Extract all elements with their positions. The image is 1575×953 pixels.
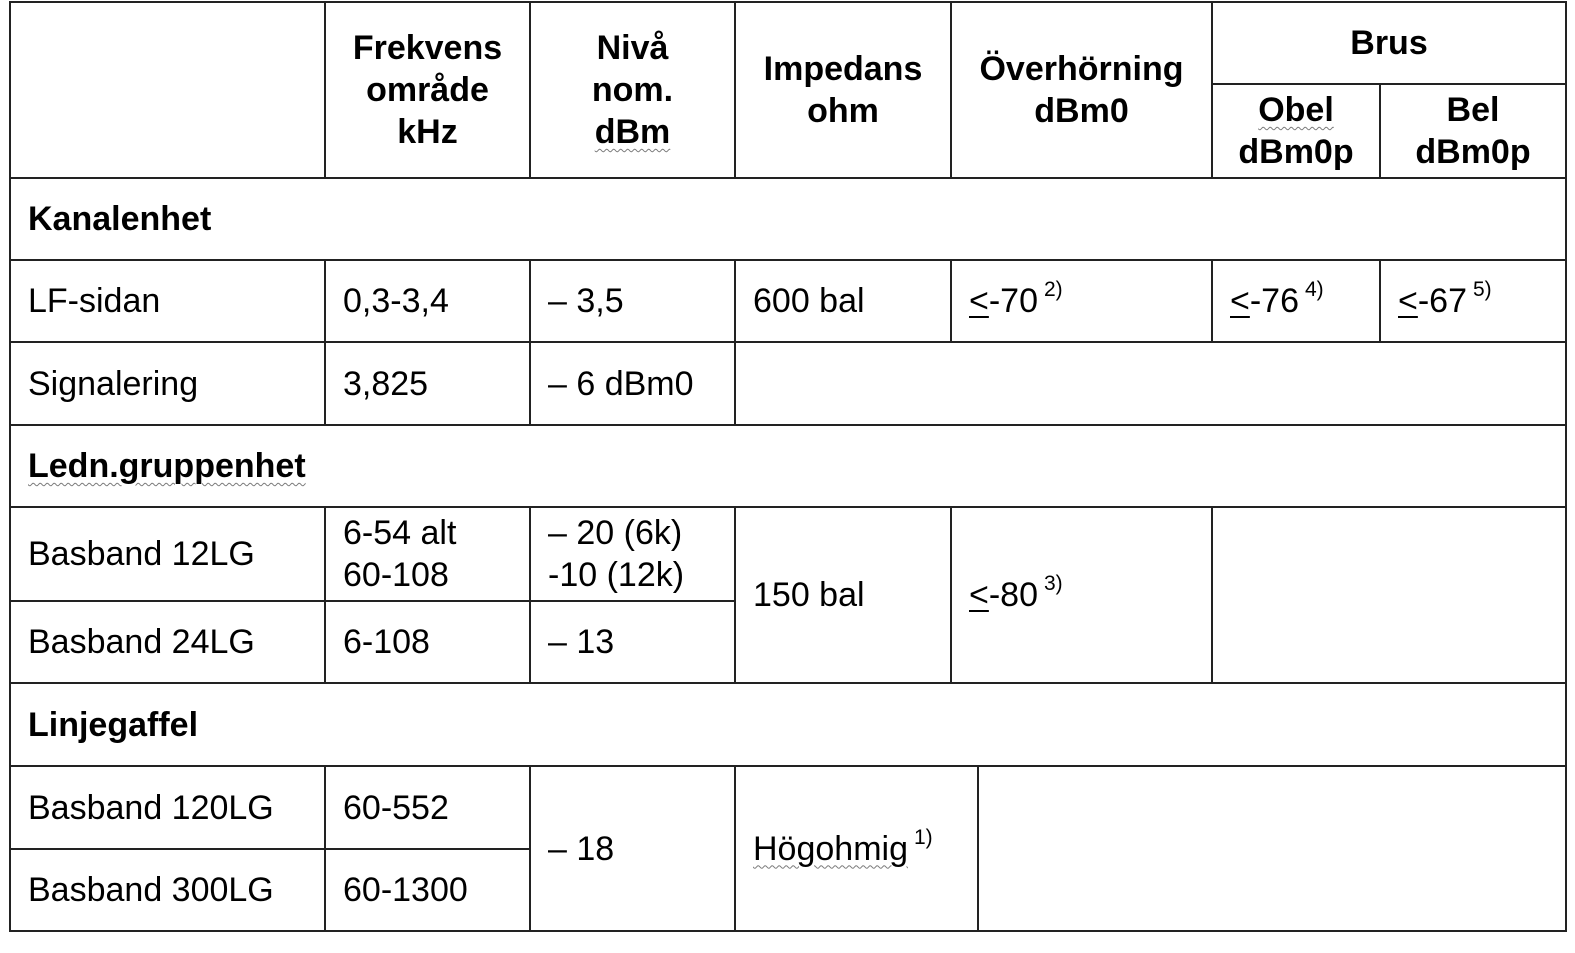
- grid-line: [9, 177, 1567, 179]
- grid-line: [734, 260, 736, 342]
- ledn-crosstalk: <-80 3): [969, 572, 1063, 614]
- grid-line: [1379, 84, 1381, 178]
- grid-line: [734, 507, 736, 683]
- grid-line: [9, 341, 1567, 343]
- section-ledn-gruppenhet: Ledn.gruppenhet: [28, 447, 306, 485]
- grid-line: [324, 260, 326, 342]
- grid-line: [529, 342, 531, 425]
- row-bb24-level: – 13: [548, 623, 615, 661]
- grid-line: [324, 766, 326, 932]
- spec-table: [9, 1, 1567, 932]
- row-lf-name: LF-sidan: [28, 282, 161, 320]
- section-kanalenhet: Kanalenhet: [28, 200, 212, 238]
- ledn-impedance: 150 bal: [753, 576, 865, 614]
- grid-line: [950, 260, 952, 342]
- row-bb24-name: Basband 24LG: [28, 623, 255, 661]
- grid-line: [9, 600, 736, 602]
- header-overhorning: Överhörning dBm0: [979, 50, 1184, 130]
- grid-line: [1211, 260, 1213, 342]
- row-lf-bel: <-67 5): [1398, 278, 1492, 320]
- header-obel: Obel dBm0p: [1238, 91, 1354, 171]
- grid-line: [1211, 507, 1213, 683]
- grid-line: [9, 765, 1567, 767]
- grid-line: [1211, 1, 1213, 178]
- row-bb120-freq: 60-552: [343, 788, 449, 827]
- grid-line: [950, 1, 952, 178]
- grid-line: [950, 507, 952, 683]
- grid-line: [324, 507, 326, 683]
- grid-line: [734, 766, 736, 932]
- grid-line: [529, 1, 531, 178]
- grid-line: [1379, 260, 1381, 342]
- row-lf-obel: <-76 4): [1230, 278, 1324, 320]
- linje-impedance: Högohmig 1): [753, 825, 933, 868]
- linje-level: – 18: [548, 829, 615, 868]
- grid-line: [9, 259, 1567, 261]
- row-signalering-freq: 3,825: [343, 364, 429, 403]
- header-frekvens: Frekvens område kHz: [352, 29, 503, 151]
- header-niva: Nivå nom. dBm: [591, 29, 674, 151]
- row-bb12-freq: 6-54 alt 60-108: [343, 514, 457, 594]
- grid-line: [9, 848, 530, 850]
- row-bb12-name: Basband 12LG: [28, 535, 255, 573]
- grid-line: [734, 342, 736, 425]
- header-bel: Bel dBm0p: [1415, 91, 1531, 171]
- grid-line: [324, 1, 326, 178]
- grid-line: [1212, 83, 1567, 85]
- grid-line: [9, 506, 1567, 508]
- row-bb12-level: – 20 (6k) -10 (12k): [548, 514, 685, 594]
- row-bb120-name: Basband 120LG: [28, 788, 274, 827]
- grid-line: [9, 1, 11, 932]
- row-signalering-name: Signalering: [28, 364, 199, 403]
- header-impedans: Impedans ohm: [763, 50, 923, 130]
- row-bb24-freq: 6-108: [343, 623, 430, 661]
- row-lf-freq: 0,3-3,4: [343, 282, 449, 320]
- grid-line: [1565, 1, 1567, 932]
- grid-line: [977, 766, 979, 932]
- grid-line: [734, 1, 736, 178]
- header-brus: Brus: [1350, 24, 1428, 62]
- row-bb300-name: Basband 300LG: [28, 871, 274, 909]
- grid-line: [9, 424, 1567, 426]
- row-signalering-level: – 6 dBm0: [548, 364, 694, 403]
- grid-line: [529, 260, 531, 342]
- row-lf-level: – 3,5: [548, 282, 624, 320]
- grid-line: [529, 507, 531, 683]
- row-lf-impedance: 600 bal: [753, 282, 865, 320]
- grid-line: [324, 342, 326, 425]
- grid-line: [9, 682, 1567, 684]
- section-linjegaffel: Linjegaffel: [28, 705, 199, 744]
- row-bb300-freq: 60-1300: [343, 871, 468, 909]
- grid-line: [529, 766, 531, 932]
- row-lf-crosstalk: <-70 2): [969, 278, 1063, 320]
